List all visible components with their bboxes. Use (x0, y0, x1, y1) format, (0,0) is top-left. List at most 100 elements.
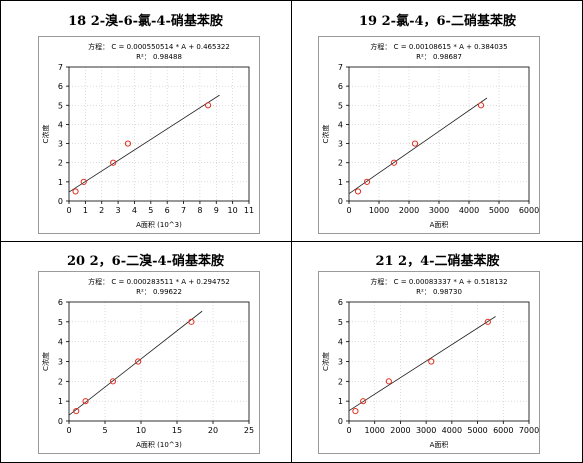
y-axis-label: C浓度 (41, 125, 50, 144)
x-tick-label: 1000 (369, 206, 389, 215)
x-tick-label: 6 (165, 206, 170, 215)
y-tick-label: 4 (58, 120, 63, 129)
y-tick-label: 3 (338, 358, 343, 367)
data-point (484, 318, 491, 325)
y-tick-label: 7 (338, 63, 343, 72)
data-point (363, 178, 371, 185)
y-tick-label: 0 (338, 417, 343, 426)
x-tick-label: 7000 (519, 426, 539, 435)
y-tick-label: 1 (58, 397, 63, 406)
y-tick-label: 1 (58, 178, 63, 187)
y-tick-label: 1 (338, 397, 343, 406)
r-squared-label: R²： 0.99622 (136, 288, 182, 296)
data-point (390, 159, 398, 166)
equation-label: 方程： C = 0.00083337 * A + 0.518132 (370, 277, 507, 286)
calibration-chart-20: 方程： C = 0.000283511 * A + 0.294752 R²： 0.… (41, 277, 254, 449)
data-point (72, 188, 79, 195)
x-tick-label: 0 (66, 426, 71, 435)
panel-title-19: 19 2-氯-4，6-二硝基苯胺 (359, 14, 516, 29)
panel-title-18: 18 2-溴-6-氯-4-硝基苯胺 (68, 14, 223, 29)
x-tick-label: 5 (148, 206, 153, 215)
x-tick-label: 7 (181, 206, 186, 215)
data-point (354, 188, 362, 195)
x-tick-label: 1 (83, 206, 88, 215)
chart-frame-20: 方程： C = 0.000283511 * A + 0.294752 R²： 0.… (38, 271, 260, 454)
data-point (188, 318, 195, 325)
border-left (0, 0, 1, 463)
y-tick-label: 7 (58, 63, 63, 72)
border-middle-horizontal (0, 241, 583, 242)
y-tick-label: 5 (338, 318, 343, 327)
data-point (352, 407, 359, 415)
x-tick-label: 4000 (442, 426, 462, 435)
x-tick-label: 3000 (416, 426, 436, 435)
x-tick-label: 0 (66, 206, 71, 215)
regression-line (348, 97, 488, 194)
equation-label: 方程： C = 0.000283511 * A + 0.294752 (88, 277, 230, 286)
y-axis-label: C浓度 (321, 125, 330, 144)
x-tick-label: 25 (244, 426, 254, 435)
data-point (411, 140, 419, 147)
data-point (73, 407, 80, 415)
chart-frame-18: 方程： C = 0.000550514 * A + 0.465322 R²： 0.… (38, 36, 260, 234)
y-tick-label: 6 (338, 82, 343, 91)
equation-label: 方程： C = 0.00108615 * A + 0.384035 (370, 42, 507, 51)
x-tick-label: 15 (172, 426, 182, 435)
x-tick-label: 6000 (519, 206, 539, 215)
y-tick-label: 6 (58, 82, 63, 91)
y-tick-label: 3 (338, 140, 343, 149)
r-squared-label: R²： 0.98488 (136, 53, 182, 61)
data-point (80, 178, 87, 185)
calibration-chart-19: 方程： C = 0.00108615 * A + 0.384035 R²： 0.9… (321, 42, 539, 229)
data-point (135, 358, 142, 365)
chart-frame-21: 方程： C = 0.00083337 * A + 0.518132 R²： 0.9… (318, 271, 540, 454)
y-tick-label: 2 (338, 377, 343, 386)
y-tick-label: 5 (58, 101, 63, 110)
x-tick-label: 9 (214, 206, 219, 215)
data-point (82, 398, 89, 405)
plot-area (68, 66, 250, 202)
y-tick-label: 5 (58, 318, 63, 327)
panel-title-20: 20 2，6-二溴-4-硝基苯胺 (67, 254, 224, 269)
x-tick-label: 5000 (489, 206, 509, 215)
border-middle-vertical (291, 0, 292, 463)
y-tick-label: 4 (58, 338, 63, 347)
x-tick-label: 5000 (467, 426, 487, 435)
data-point (385, 378, 392, 385)
x-axis-label: A面积 (10^3) (136, 220, 182, 229)
x-tick-label: 2000 (399, 206, 419, 215)
x-tick-label: 3000 (429, 206, 449, 215)
x-tick-label: 10 (228, 206, 238, 215)
y-tick-label: 3 (58, 140, 63, 149)
y-tick-label: 0 (58, 197, 63, 206)
data-point (109, 378, 117, 385)
x-tick-label: 4 (132, 206, 137, 215)
data-point (204, 102, 212, 109)
y-tick-label: 5 (338, 101, 343, 110)
data-point (124, 140, 132, 147)
y-tick-label: 4 (338, 338, 343, 347)
y-tick-label: 6 (338, 298, 343, 307)
y-tick-label: 3 (58, 358, 63, 367)
y-axis-label: C浓度 (41, 352, 50, 371)
data-point (428, 358, 435, 365)
data-point (360, 398, 367, 405)
r-squared-label: R²： 0.98687 (416, 53, 462, 61)
x-tick-label: 20 (208, 426, 218, 435)
chart-frame-19: 方程： C = 0.00108615 * A + 0.384035 R²： 0.9… (318, 36, 540, 234)
calibration-chart-18: 方程： C = 0.000550514 * A + 0.465322 R²： 0.… (41, 42, 254, 229)
calibration-chart-21: 方程： C = 0.00083337 * A + 0.518132 R²： 0.9… (321, 277, 539, 449)
x-tick-label: 2000 (390, 426, 410, 435)
y-tick-label: 2 (58, 377, 63, 386)
r-squared-label: R²： 0.98730 (416, 288, 462, 296)
y-axis-label: C浓度 (321, 352, 330, 371)
equation-label: 方程： C = 0.000550514 * A + 0.465322 (88, 42, 230, 51)
x-tick-label: 1000 (365, 426, 385, 435)
y-tick-label: 2 (338, 159, 343, 168)
y-tick-label: 1 (338, 178, 343, 187)
panel-title-21: 21 2，4-二硝基苯胺 (375, 254, 500, 269)
x-tick-label: 3 (116, 206, 121, 215)
x-tick-label: 0 (346, 426, 351, 435)
x-tick-label: 4000 (459, 206, 479, 215)
